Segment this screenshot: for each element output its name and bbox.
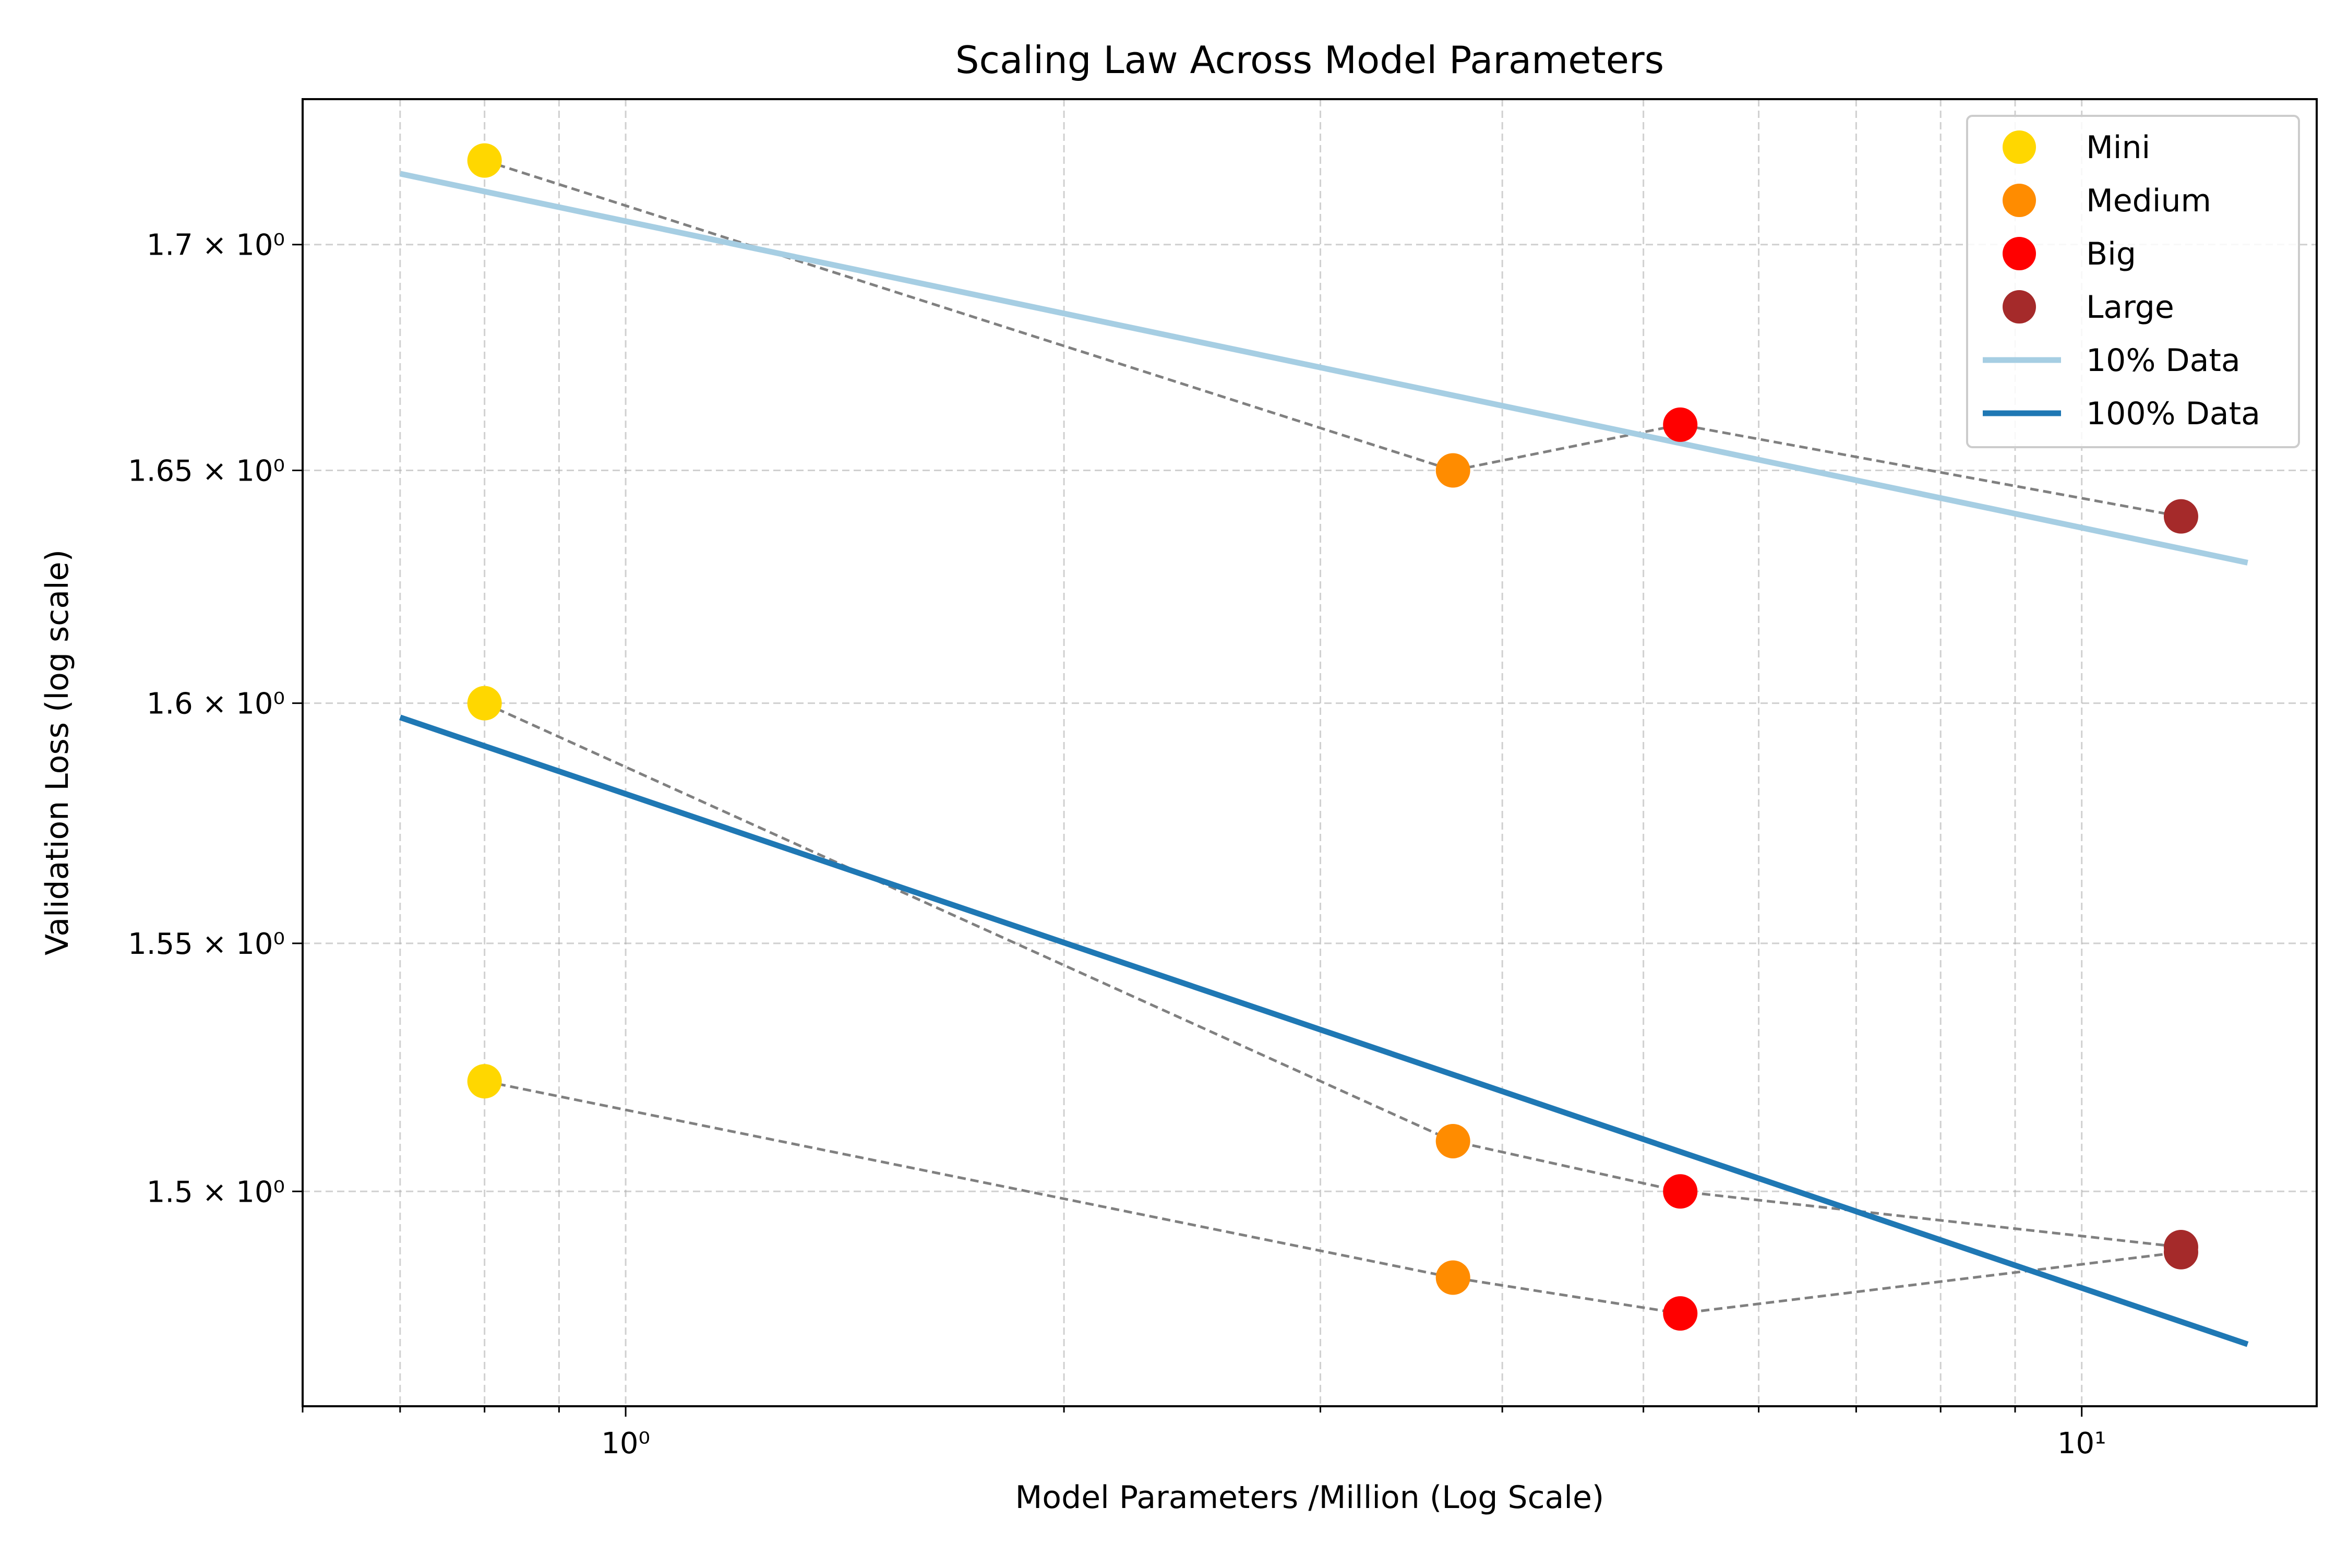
data-point-large [2163, 499, 2198, 534]
data-point-medium [1435, 1260, 1470, 1295]
fit-lines [399, 171, 2249, 1347]
legend-marker-mini [2003, 130, 2036, 164]
y-tick-label: 1.65 × 10⁰ [128, 454, 285, 488]
legend-label: Mini [2086, 129, 2150, 166]
data-point-big [1663, 407, 1698, 442]
connector-line [484, 159, 2182, 518]
data-point-medium [1435, 1123, 1470, 1158]
y-tick-label: 1.7 × 10⁰ [147, 229, 285, 262]
legend-label: Big [2086, 236, 2136, 272]
y-tick-label: 1.5 × 10⁰ [147, 1175, 285, 1209]
legend: Mini Medium Big Large 10% Data 100% Data [1966, 115, 2300, 448]
fit-line [399, 171, 2248, 566]
x-axis-label: Model Parameters /Million (Log Scale) [1015, 1479, 1604, 1516]
legend-label: Medium [2086, 183, 2211, 219]
chart-title: Scaling Law Across Model Parameters [955, 38, 1664, 82]
connector-line [484, 702, 2182, 1249]
ticks: 1.5 × 10⁰ 1.55 × 10⁰ 1.6 × 10⁰ 1.65 × 10⁰ 1.… [128, 229, 2106, 1461]
data-point-large [2163, 1235, 2198, 1270]
legend-marker-big [2003, 237, 2036, 270]
connector-line [484, 1080, 2182, 1315]
y-tick-label: 1.55 × 10⁰ [128, 927, 285, 961]
legend-label: 10% Data [2086, 342, 2241, 379]
data-point-mini [467, 143, 502, 178]
data-point-mini [467, 686, 502, 721]
data-point-big [1663, 1174, 1698, 1209]
y-tick-label: 1.6 × 10⁰ [147, 687, 285, 721]
legend-box [1966, 115, 2300, 448]
y-axis-label: Validation Loss (log scale) [39, 549, 76, 955]
data-point-big [1663, 1296, 1698, 1331]
legend-marker-large [2003, 290, 2036, 324]
data-point-medium [1435, 453, 1470, 488]
legend-label: 100% Data [2086, 396, 2260, 432]
plot-frame [302, 98, 2318, 1407]
x-tick-label: 10¹ [2057, 1427, 2106, 1461]
legend-marker-medium [2003, 184, 2036, 217]
data-points [467, 143, 2198, 1331]
data-point-mini [467, 1064, 502, 1099]
connectors [484, 159, 2182, 1315]
x-tick-label: 10⁰ [601, 1427, 650, 1461]
fit-line [399, 714, 2249, 1347]
legend-label: Large [2086, 289, 2174, 326]
